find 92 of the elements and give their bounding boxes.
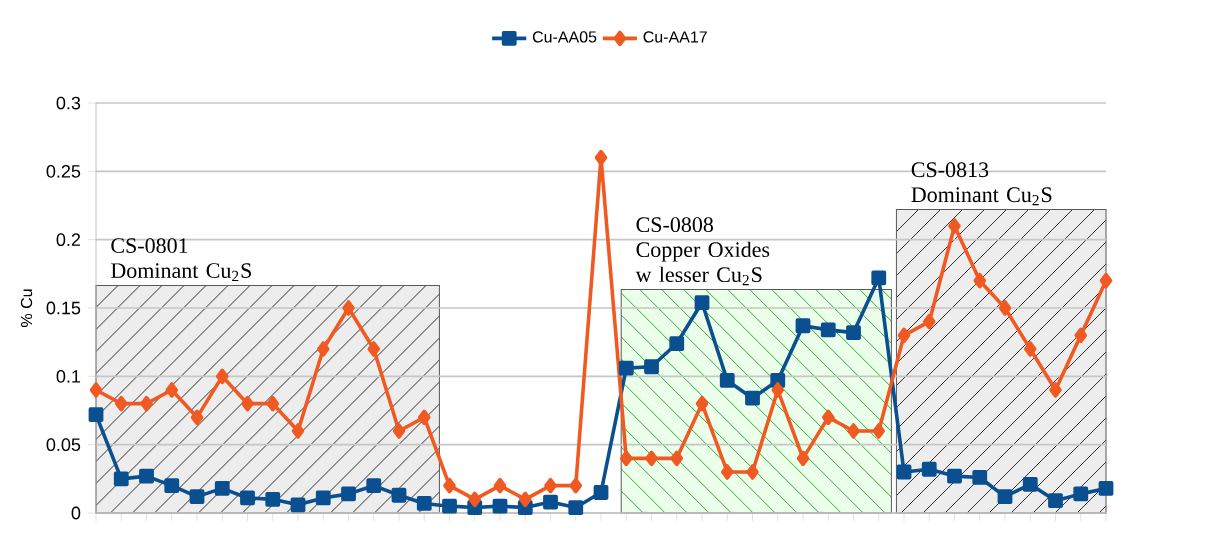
point [846,325,861,341]
point [1048,493,1063,509]
point [719,373,735,388]
point [392,423,406,439]
point [1049,382,1062,398]
point [241,395,254,412]
y-tick-label: 0.1 [56,369,81,383]
point [544,477,557,494]
point [820,322,836,338]
point [543,494,558,510]
point [391,487,407,503]
point [240,490,255,506]
point [947,468,962,484]
annotation: CS-0813 Dominant Cu$_{2}$S [911,162,1052,206]
point [796,450,810,467]
point [871,270,887,286]
point [165,382,179,398]
point [847,423,860,439]
point [88,407,104,423]
point [114,395,128,412]
point [618,360,634,376]
y-tick-label: 0.2 [56,233,81,247]
point [113,471,129,487]
point [771,382,785,398]
point [720,464,734,480]
point [795,318,811,334]
point [973,272,987,289]
y-tick-label: 0.25 [46,164,81,178]
point [468,491,482,508]
point [872,423,886,439]
point [569,477,583,494]
point [1073,486,1089,502]
point [416,496,432,511]
point [998,300,1012,316]
point [1023,341,1037,357]
point [214,481,230,496]
point [367,341,381,357]
point [1098,481,1114,496]
point [821,409,835,426]
point [669,336,685,351]
annotation: CS-0801 Dominant Cu$_{2}$S [111,238,251,282]
point [140,395,153,412]
point [1022,476,1038,492]
point [1074,327,1088,344]
point [266,395,280,412]
y-tick-label: 0.15 [46,301,81,315]
point [694,295,710,310]
point [670,450,684,467]
point [593,485,609,500]
point [189,489,205,504]
point [342,300,355,316]
point [290,497,306,513]
point [315,490,331,506]
point [316,341,330,357]
point [972,470,988,485]
point [619,450,633,467]
point [291,423,305,439]
point [164,478,180,494]
annotation: CS-0808 Copper Oxides w lesser Cu$_{2}$S [635,217,770,286]
point [997,489,1013,504]
legend-label: Cu-AA17 [643,31,707,43]
point [366,478,382,494]
point [89,382,103,398]
point [745,390,760,406]
point [518,491,532,508]
point [922,313,936,330]
point [921,461,937,477]
point [1099,272,1113,289]
point [695,395,709,412]
point [417,409,431,426]
y-tick-label: 0.05 [46,438,81,452]
point [493,477,507,494]
point [215,368,229,385]
y-axis-title: % Cu [20,289,33,327]
point [948,218,961,234]
point [442,498,457,514]
point [896,464,912,480]
point [594,149,608,166]
point [139,468,154,484]
point [190,409,204,426]
point [568,500,584,515]
point [645,450,658,467]
point [341,486,356,502]
point [746,464,759,480]
point [897,327,911,344]
y-tick-label: 0 [71,506,81,520]
point [443,477,456,494]
point [644,359,659,375]
legend-label: Cu-AA05 [532,31,597,43]
y-tick-label: 0.3 [56,96,81,110]
point [265,491,281,507]
point [492,498,508,514]
